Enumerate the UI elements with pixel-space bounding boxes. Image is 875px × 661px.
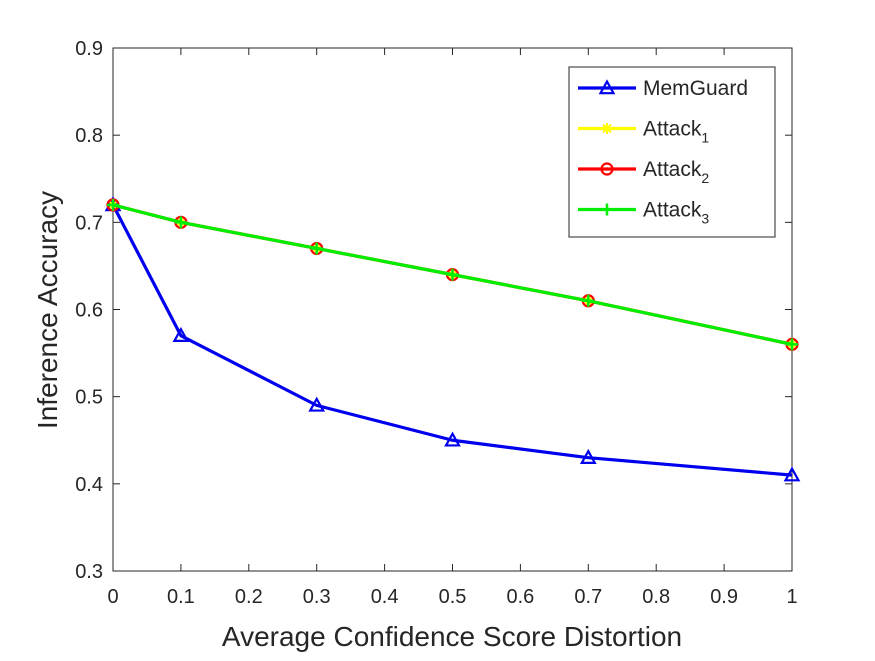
x-tick-label: 1 — [786, 586, 797, 608]
legend-label: Attack2 — [643, 158, 709, 186]
legend-label: Attack3 — [643, 199, 709, 227]
data-point — [172, 326, 190, 342]
x-tick-label: 0.9 — [710, 586, 738, 608]
y-tick-label: 0.4 — [75, 474, 103, 496]
data-point — [582, 294, 595, 307]
legend-entry: Attack3 — [578, 199, 709, 227]
data-point — [310, 242, 323, 255]
data-point — [174, 216, 187, 229]
legend-marker — [601, 203, 613, 216]
x-tick-label: 0.3 — [303, 586, 331, 608]
legend-marker — [601, 123, 613, 134]
series-line — [111, 204, 793, 477]
data-point — [579, 448, 597, 464]
legend-entry: Attack2 — [578, 158, 709, 186]
x-tick-label: 0.5 — [439, 586, 467, 608]
data-point — [308, 396, 326, 412]
data-point — [786, 338, 798, 351]
legend: MemGuard Attack1 Attack2 Attack3 — [568, 66, 776, 238]
y-tick-label: 0.5 — [75, 387, 103, 409]
legend-marker — [598, 79, 616, 95]
x-tick-label: 0 — [107, 586, 118, 608]
x-tick-label: 0.1 — [167, 586, 195, 608]
data-point — [446, 268, 459, 281]
x-axis-label: Average Confidence Score Distortion — [222, 621, 682, 652]
y-tick-label: 0.3 — [75, 561, 103, 583]
series-memguard — [104, 196, 801, 482]
y-tick-label: 0.6 — [75, 300, 103, 322]
axes: 0 0.1 0.2 0.3 0.4 0.5 0.6 0.7 0.8 0.9 1 0.3 0.4 0.5 0.… — [75, 38, 797, 608]
data-point — [107, 198, 119, 211]
series-attack3 — [107, 198, 798, 351]
legend-marker — [600, 162, 614, 176]
series-line — [112, 203, 793, 346]
series-group — [104, 196, 801, 482]
x-tick-label: 0.6 — [506, 586, 534, 608]
y-tick-label: 0.9 — [75, 38, 103, 60]
y-tick-label: 0.7 — [75, 212, 103, 234]
y-tick-label: 0.8 — [75, 125, 103, 147]
data-point — [444, 431, 461, 447]
x-tick-label: 0.8 — [642, 586, 670, 608]
x-tick-label: 0.2 — [235, 586, 263, 608]
x-tick-label: 0.7 — [574, 586, 602, 608]
y-axis-label: Inference Accuracy — [32, 191, 63, 429]
legend-entry: MemGuard — [578, 77, 748, 100]
legend-entry: Attack1 — [578, 118, 709, 146]
legend-label: MemGuard — [643, 77, 748, 100]
data-point — [783, 466, 801, 482]
x-tick-label: 0.4 — [371, 586, 399, 608]
legend-label: Attack1 — [643, 118, 709, 146]
